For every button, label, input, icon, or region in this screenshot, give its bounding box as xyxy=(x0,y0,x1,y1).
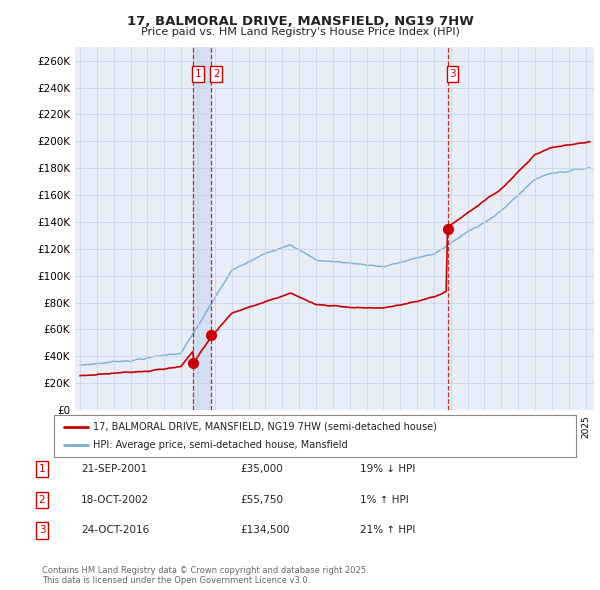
Text: 1% ↑ HPI: 1% ↑ HPI xyxy=(360,495,409,504)
Text: £35,000: £35,000 xyxy=(240,464,283,474)
Text: 17, BALMORAL DRIVE, MANSFIELD, NG19 7HW: 17, BALMORAL DRIVE, MANSFIELD, NG19 7HW xyxy=(127,15,473,28)
Text: 19% ↓ HPI: 19% ↓ HPI xyxy=(360,464,415,474)
Text: £134,500: £134,500 xyxy=(240,526,290,535)
Text: Contains HM Land Registry data © Crown copyright and database right 2025.
This d: Contains HM Land Registry data © Crown c… xyxy=(42,566,368,585)
Text: 18-OCT-2002: 18-OCT-2002 xyxy=(81,495,149,504)
Text: 1: 1 xyxy=(38,464,46,474)
Text: 24-OCT-2016: 24-OCT-2016 xyxy=(81,526,149,535)
Text: HPI: Average price, semi-detached house, Mansfield: HPI: Average price, semi-detached house,… xyxy=(93,440,348,450)
Text: 21-SEP-2001: 21-SEP-2001 xyxy=(81,464,147,474)
Text: £55,750: £55,750 xyxy=(240,495,283,504)
Text: 2: 2 xyxy=(213,69,220,79)
Text: 1: 1 xyxy=(195,69,202,79)
Text: 21% ↑ HPI: 21% ↑ HPI xyxy=(360,526,415,535)
Text: 2: 2 xyxy=(38,495,46,504)
Text: 3: 3 xyxy=(38,526,46,535)
Text: 3: 3 xyxy=(449,69,456,79)
Bar xyxy=(193,47,211,410)
Text: 17, BALMORAL DRIVE, MANSFIELD, NG19 7HW (semi-detached house): 17, BALMORAL DRIVE, MANSFIELD, NG19 7HW … xyxy=(93,422,437,432)
Text: Price paid vs. HM Land Registry's House Price Index (HPI): Price paid vs. HM Land Registry's House … xyxy=(140,27,460,37)
